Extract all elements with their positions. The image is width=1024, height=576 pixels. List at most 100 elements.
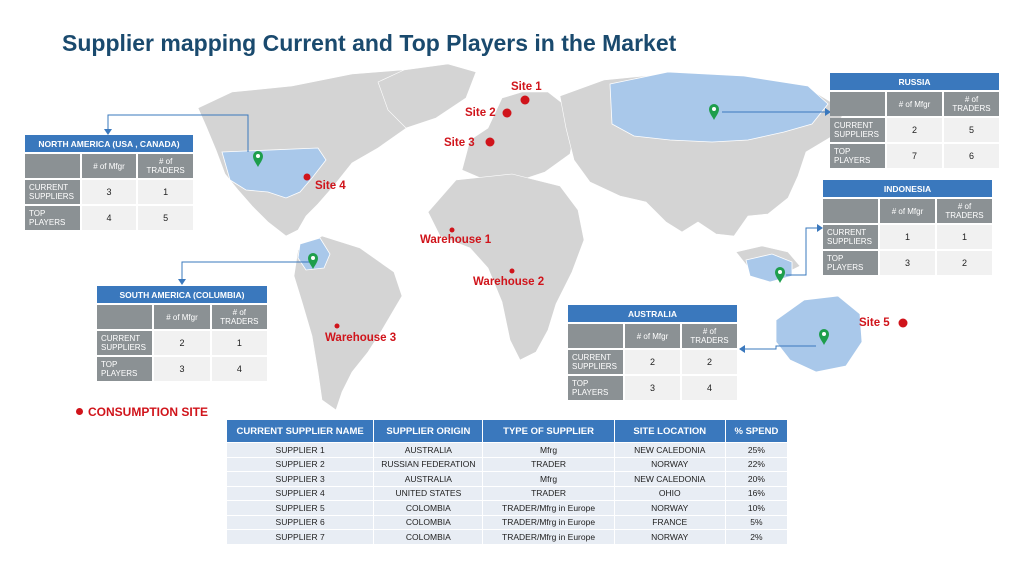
top-mfgr-value: 7: [887, 144, 942, 168]
top-mfgr-value: 3: [625, 376, 680, 400]
site-4-dot: [303, 173, 311, 181]
supplier-name: SUPPLIER 7: [227, 530, 374, 544]
col-mfgr-header: # of Mfgr: [887, 92, 942, 116]
page-title: Supplier mapping Current and Top Players…: [62, 30, 677, 56]
table-row: SUPPLIER 5 COLOMBIA TRADER/Mfrg in Europe N…: [227, 501, 787, 515]
region-title: NORTH AMERICA (USA , CANADA): [25, 135, 193, 152]
row-top-players-label: TOP PLAYERS: [830, 144, 885, 168]
header-supplier-type: TYPE OF SUPPLIER: [483, 420, 614, 442]
current-mfgr-value: 3: [81, 180, 137, 204]
warehouse-2-dot: [509, 268, 515, 274]
header-site-location: SITE LOCATION: [614, 420, 725, 442]
supplier-origin: UNITED STATES: [374, 486, 483, 500]
current-mfgr-value: 1: [880, 225, 935, 249]
supplier-type: TRADER/Mfrg in Europe: [483, 501, 614, 515]
header-supplier-origin: SUPPLIER ORIGIN: [374, 420, 483, 442]
top-traders-value: 2: [937, 251, 992, 275]
row-current-suppliers-label: CURRENT SUPPLIERS: [830, 118, 885, 142]
supplier-name: SUPPLIER 3: [227, 472, 374, 486]
supplier-origin: COLOMBIA: [374, 501, 483, 515]
map-pin-icon: [308, 253, 318, 269]
spend-value: 5%: [725, 515, 787, 529]
top-traders-value: 5: [138, 206, 193, 230]
row-top-players-label: TOP PLAYERS: [823, 251, 878, 275]
col-mfgr-header: # of Mfgr: [625, 324, 680, 348]
callout-lines: [104, 108, 831, 353]
current-traders-value: 1: [138, 180, 193, 204]
top-mfgr-value: 3: [154, 357, 210, 381]
top-mfgr-value: 4: [81, 206, 137, 230]
header-spend: % SPEND: [725, 420, 787, 442]
table-row: SUPPLIER 7 COLOMBIA TRADER/Mfrg in Europe N…: [227, 530, 787, 544]
south-america-callout-line: [181, 261, 312, 280]
supplier-table: CURRENT SUPPLIER NAME SUPPLIER ORIGIN TY…: [226, 419, 788, 545]
spend-value: 25%: [725, 443, 787, 457]
col-traders-header: # of TRADERS: [944, 92, 999, 116]
map-pin-icon: [819, 329, 829, 345]
indonesia-callout-line: [786, 227, 818, 276]
table-row: SUPPLIER 3 AUSTRALIA Mfrg NEW CALEDONIA 20%: [227, 472, 787, 486]
indonesia-callout-arrow: [817, 224, 823, 232]
map-pin-icon: [775, 267, 785, 283]
region-title: SOUTH AMERICA (COLUMBIA): [97, 286, 267, 303]
site-1-dot: [520, 95, 530, 105]
site-1-label: Site 1: [511, 81, 542, 93]
site-5-label: Site 5: [859, 317, 890, 329]
site-2-dot: [502, 108, 512, 118]
col-traders-header: # of TRADERS: [211, 305, 267, 329]
russia-callout-arrow: [825, 108, 831, 116]
col-mfgr-header: # of Mfgr: [880, 199, 935, 223]
warehouse-3-dot: [334, 323, 340, 329]
site-location: NEW CALEDONIA: [614, 443, 725, 457]
location-pins: [253, 104, 829, 345]
supplier-origin: COLOMBIA: [374, 515, 483, 529]
supplier-name: SUPPLIER 4: [227, 486, 374, 500]
top-mfgr-value: 3: [880, 251, 935, 275]
table-row: SUPPLIER 1 AUSTRALIA Mfrg NEW CALEDONIA 25%: [227, 443, 787, 457]
europe-landmass: [461, 91, 576, 183]
supplier-type: TRADER/Mfrg in Europe: [483, 530, 614, 544]
table-row: SUPPLIER 2 RUSSIAN FEDERATION TRADER NORWAY…: [227, 457, 787, 471]
col-traders-header: # of TRADERS: [138, 154, 193, 178]
supplier-type: Mfrg: [483, 443, 614, 457]
spend-value: 2%: [725, 530, 787, 544]
row-top-players-label: TOP PLAYERS: [25, 206, 80, 230]
supplier-name: SUPPLIER 5: [227, 501, 374, 515]
site-4-label: Site 4: [315, 180, 346, 192]
current-traders-value: 1: [937, 225, 992, 249]
consumption-site-markers: [303, 95, 908, 329]
region-table-south-america: SOUTH AMERICA (COLUMBIA) # of Mfgr # of T…: [95, 284, 269, 383]
supplier-name: SUPPLIER 1: [227, 443, 374, 457]
supplier-origin: AUSTRALIA: [374, 443, 483, 457]
russia-highlight: [609, 71, 829, 143]
site-location: NORWAY: [614, 457, 725, 471]
spend-value: 22%: [725, 457, 787, 471]
south-america-callout-arrow: [178, 279, 186, 285]
region-title: AUSTRALIA: [568, 305, 737, 322]
supplier-type: TRADER/Mfrg in Europe: [483, 515, 614, 529]
site-location: FRANCE: [614, 515, 725, 529]
current-mfgr-value: 2: [625, 350, 680, 374]
col-traders-header: # of TRADERS: [937, 199, 992, 223]
africa-landmass: [427, 173, 585, 361]
spend-value: 20%: [725, 472, 787, 486]
region-title: INDONESIA: [823, 180, 992, 197]
row-current-suppliers-label: CURRENT SUPPLIERS: [97, 331, 153, 355]
usa-highlight: [221, 147, 327, 199]
current-mfgr-value: 2: [154, 331, 210, 355]
greenland-landmass: [377, 63, 477, 129]
header-supplier-name: CURRENT SUPPLIER NAME: [227, 420, 374, 442]
current-traders-value: 1: [211, 331, 267, 355]
warehouse-2-label: Warehouse 2: [473, 276, 545, 288]
region-table-russia: RUSSIA # of Mfgr # of TRADERS CURRENT SUP…: [828, 71, 1001, 170]
warehouse-1-label: Warehouse 1: [420, 234, 492, 246]
row-current-suppliers-label: CURRENT SUPPLIERS: [568, 350, 623, 374]
warehouse-1-dot: [449, 227, 455, 233]
row-top-players-label: TOP PLAYERS: [568, 376, 623, 400]
row-current-suppliers-label: CURRENT SUPPLIERS: [25, 180, 80, 204]
region-table-australia: AUSTRALIA # of Mfgr # of TRADERS CURRENT …: [566, 303, 739, 402]
site-location: NEW CALEDONIA: [614, 472, 725, 486]
supplier-origin: AUSTRALIA: [374, 472, 483, 486]
map-pin-icon: [709, 104, 719, 120]
